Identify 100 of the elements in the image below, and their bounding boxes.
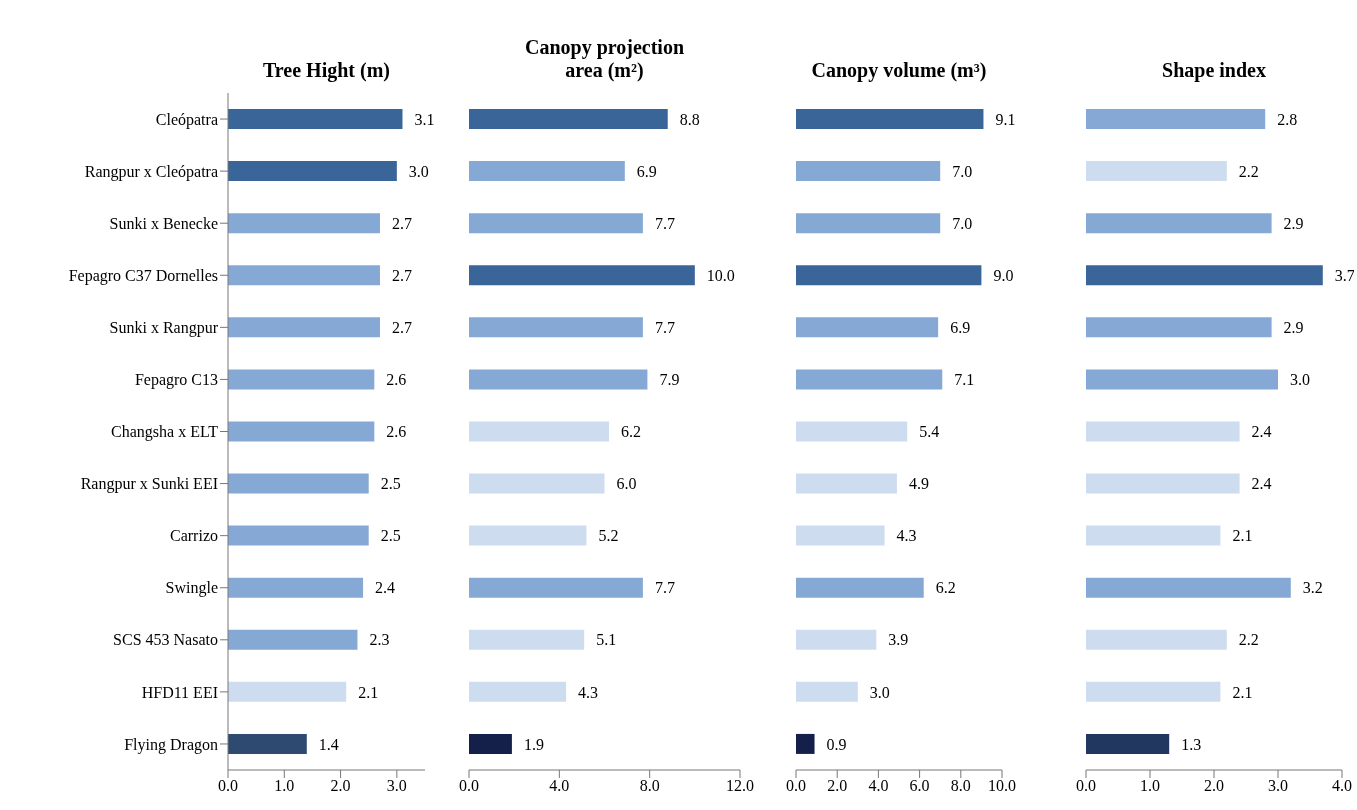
x-tick-label: 4.0 [549,777,570,795]
y-tick-label: Rangpur x Sunki EEI [80,475,218,494]
data-label: 5.4 [919,423,940,441]
data-label: 8.8 [679,110,700,128]
x-tick-label: 2.0 [330,777,351,795]
data-label: 7.1 [954,371,975,389]
bar [228,525,369,546]
data-label: 3.1 [414,110,435,128]
x-tick-label: 0.0 [218,777,238,795]
bar [1086,421,1240,442]
x-tick-label: 2.0 [1204,777,1224,795]
bar [796,473,897,494]
data-label: 2.2 [1238,631,1259,649]
y-tick-label: Rangpur x Cleópatra [84,162,218,181]
x-tick-label: 0.0 [1076,777,1096,795]
data-label: 9.0 [993,266,1014,284]
data-label: 6.9 [950,318,971,336]
data-label: 2.9 [1283,214,1304,232]
chart-title: Canopy volume (m³) [811,59,987,82]
bar [1086,109,1266,129]
data-label: 2.1 [358,683,379,701]
bar [228,265,380,286]
data-label: 7.0 [952,214,973,232]
bar [796,525,885,546]
bar [796,681,858,702]
bar [1086,369,1278,390]
data-label: 1.9 [523,735,544,753]
x-tick-label: 8.0 [950,777,971,795]
chart-title: Shape index [1162,59,1266,82]
x-tick-label: 1.0 [1140,777,1160,795]
bar [228,629,358,650]
bar [796,421,908,442]
bar [469,265,695,286]
bar [469,161,625,182]
data-label: 2.8 [1277,110,1298,128]
bar [228,473,369,494]
bar [796,577,924,598]
data-label: 2.7 [391,318,412,336]
data-label: 2.2 [1238,162,1259,180]
bar [228,369,375,390]
y-tick-label: Flying Dragon [124,735,218,754]
y-tick-label: Sunki x Benecke [109,214,218,232]
x-tick-label: 10.0 [988,777,1016,795]
bar [469,213,643,234]
bar [796,629,877,650]
bar [1086,213,1272,234]
data-label: 2.7 [391,266,412,284]
y-tick-label: Swingle [165,579,218,598]
bar [796,317,939,338]
data-label: 2.5 [380,527,401,545]
bar [228,681,347,702]
bar [796,265,982,286]
y-tick-label: Fepagro C37 Dornelles [68,266,218,285]
x-tick-label: 3.0 [1268,777,1288,795]
data-label: 2.5 [380,475,401,493]
bar [796,733,815,754]
data-label: 7.0 [952,162,973,180]
data-label: 2.4 [1251,475,1272,493]
bar [1086,473,1240,494]
bar [1086,265,1323,286]
y-tick-label: SCS 453 Nasato [113,631,218,649]
data-label: 6.2 [935,579,956,597]
bar [469,109,668,129]
data-label: 2.9 [1283,318,1304,336]
bar [469,421,610,442]
data-label: 3.9 [888,631,909,649]
bar [228,421,375,442]
bar [469,733,512,754]
data-label: 3.0 [1290,371,1310,389]
data-label: 7.7 [654,214,675,232]
bar [796,161,941,182]
bar [469,525,587,546]
data-label: 2.4 [375,579,396,597]
bar [796,213,941,234]
x-tick-label: 6.0 [909,777,930,795]
x-tick-label: 3.0 [386,777,407,795]
chart-title: Canopy projection area (m²) [523,36,686,82]
bar [1086,577,1291,598]
bar [1086,525,1221,546]
data-label: 3.0 [408,162,429,180]
bar [1086,681,1221,702]
y-tick-label: HFD11 EEI [141,683,218,701]
bar [469,317,643,338]
x-tick-label: 4.0 [868,777,889,795]
bar [469,681,567,702]
data-label: 3.0 [869,683,890,701]
x-tick-label: 4.0 [1332,777,1352,795]
bar [796,109,984,129]
bar [469,473,605,494]
bar [228,317,380,338]
data-label: 6.9 [636,162,657,180]
bar [469,369,648,390]
bar [228,577,364,598]
bar [1086,629,1227,650]
y-tick-label: Cleópatra [155,110,218,129]
x-tick-label: 8.0 [639,777,660,795]
data-label: 7.9 [659,371,680,389]
y-tick-label: Sunki x Rangpur [109,319,219,338]
data-label: 6.0 [616,475,637,493]
bar [228,213,380,234]
